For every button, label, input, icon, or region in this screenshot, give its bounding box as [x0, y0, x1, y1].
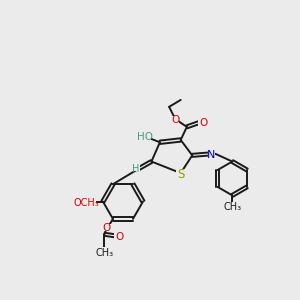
Text: O: O [116, 232, 124, 242]
FancyBboxPatch shape [208, 150, 215, 157]
FancyBboxPatch shape [76, 198, 96, 206]
Text: S: S [177, 168, 184, 181]
Text: O: O [171, 115, 179, 125]
Text: HO: HO [136, 132, 152, 142]
FancyBboxPatch shape [172, 116, 179, 123]
Text: OCH₃: OCH₃ [73, 198, 99, 208]
Text: N: N [207, 150, 216, 160]
Text: O: O [103, 224, 111, 233]
FancyBboxPatch shape [132, 164, 140, 171]
Text: O: O [200, 118, 208, 128]
FancyBboxPatch shape [224, 202, 241, 210]
FancyBboxPatch shape [138, 132, 152, 140]
FancyBboxPatch shape [176, 169, 185, 177]
Text: CH₃: CH₃ [95, 248, 113, 258]
FancyBboxPatch shape [198, 119, 208, 126]
Text: CH₃: CH₃ [223, 202, 242, 212]
Text: H: H [132, 164, 140, 174]
FancyBboxPatch shape [96, 248, 113, 255]
FancyBboxPatch shape [115, 232, 124, 239]
FancyBboxPatch shape [103, 224, 111, 231]
